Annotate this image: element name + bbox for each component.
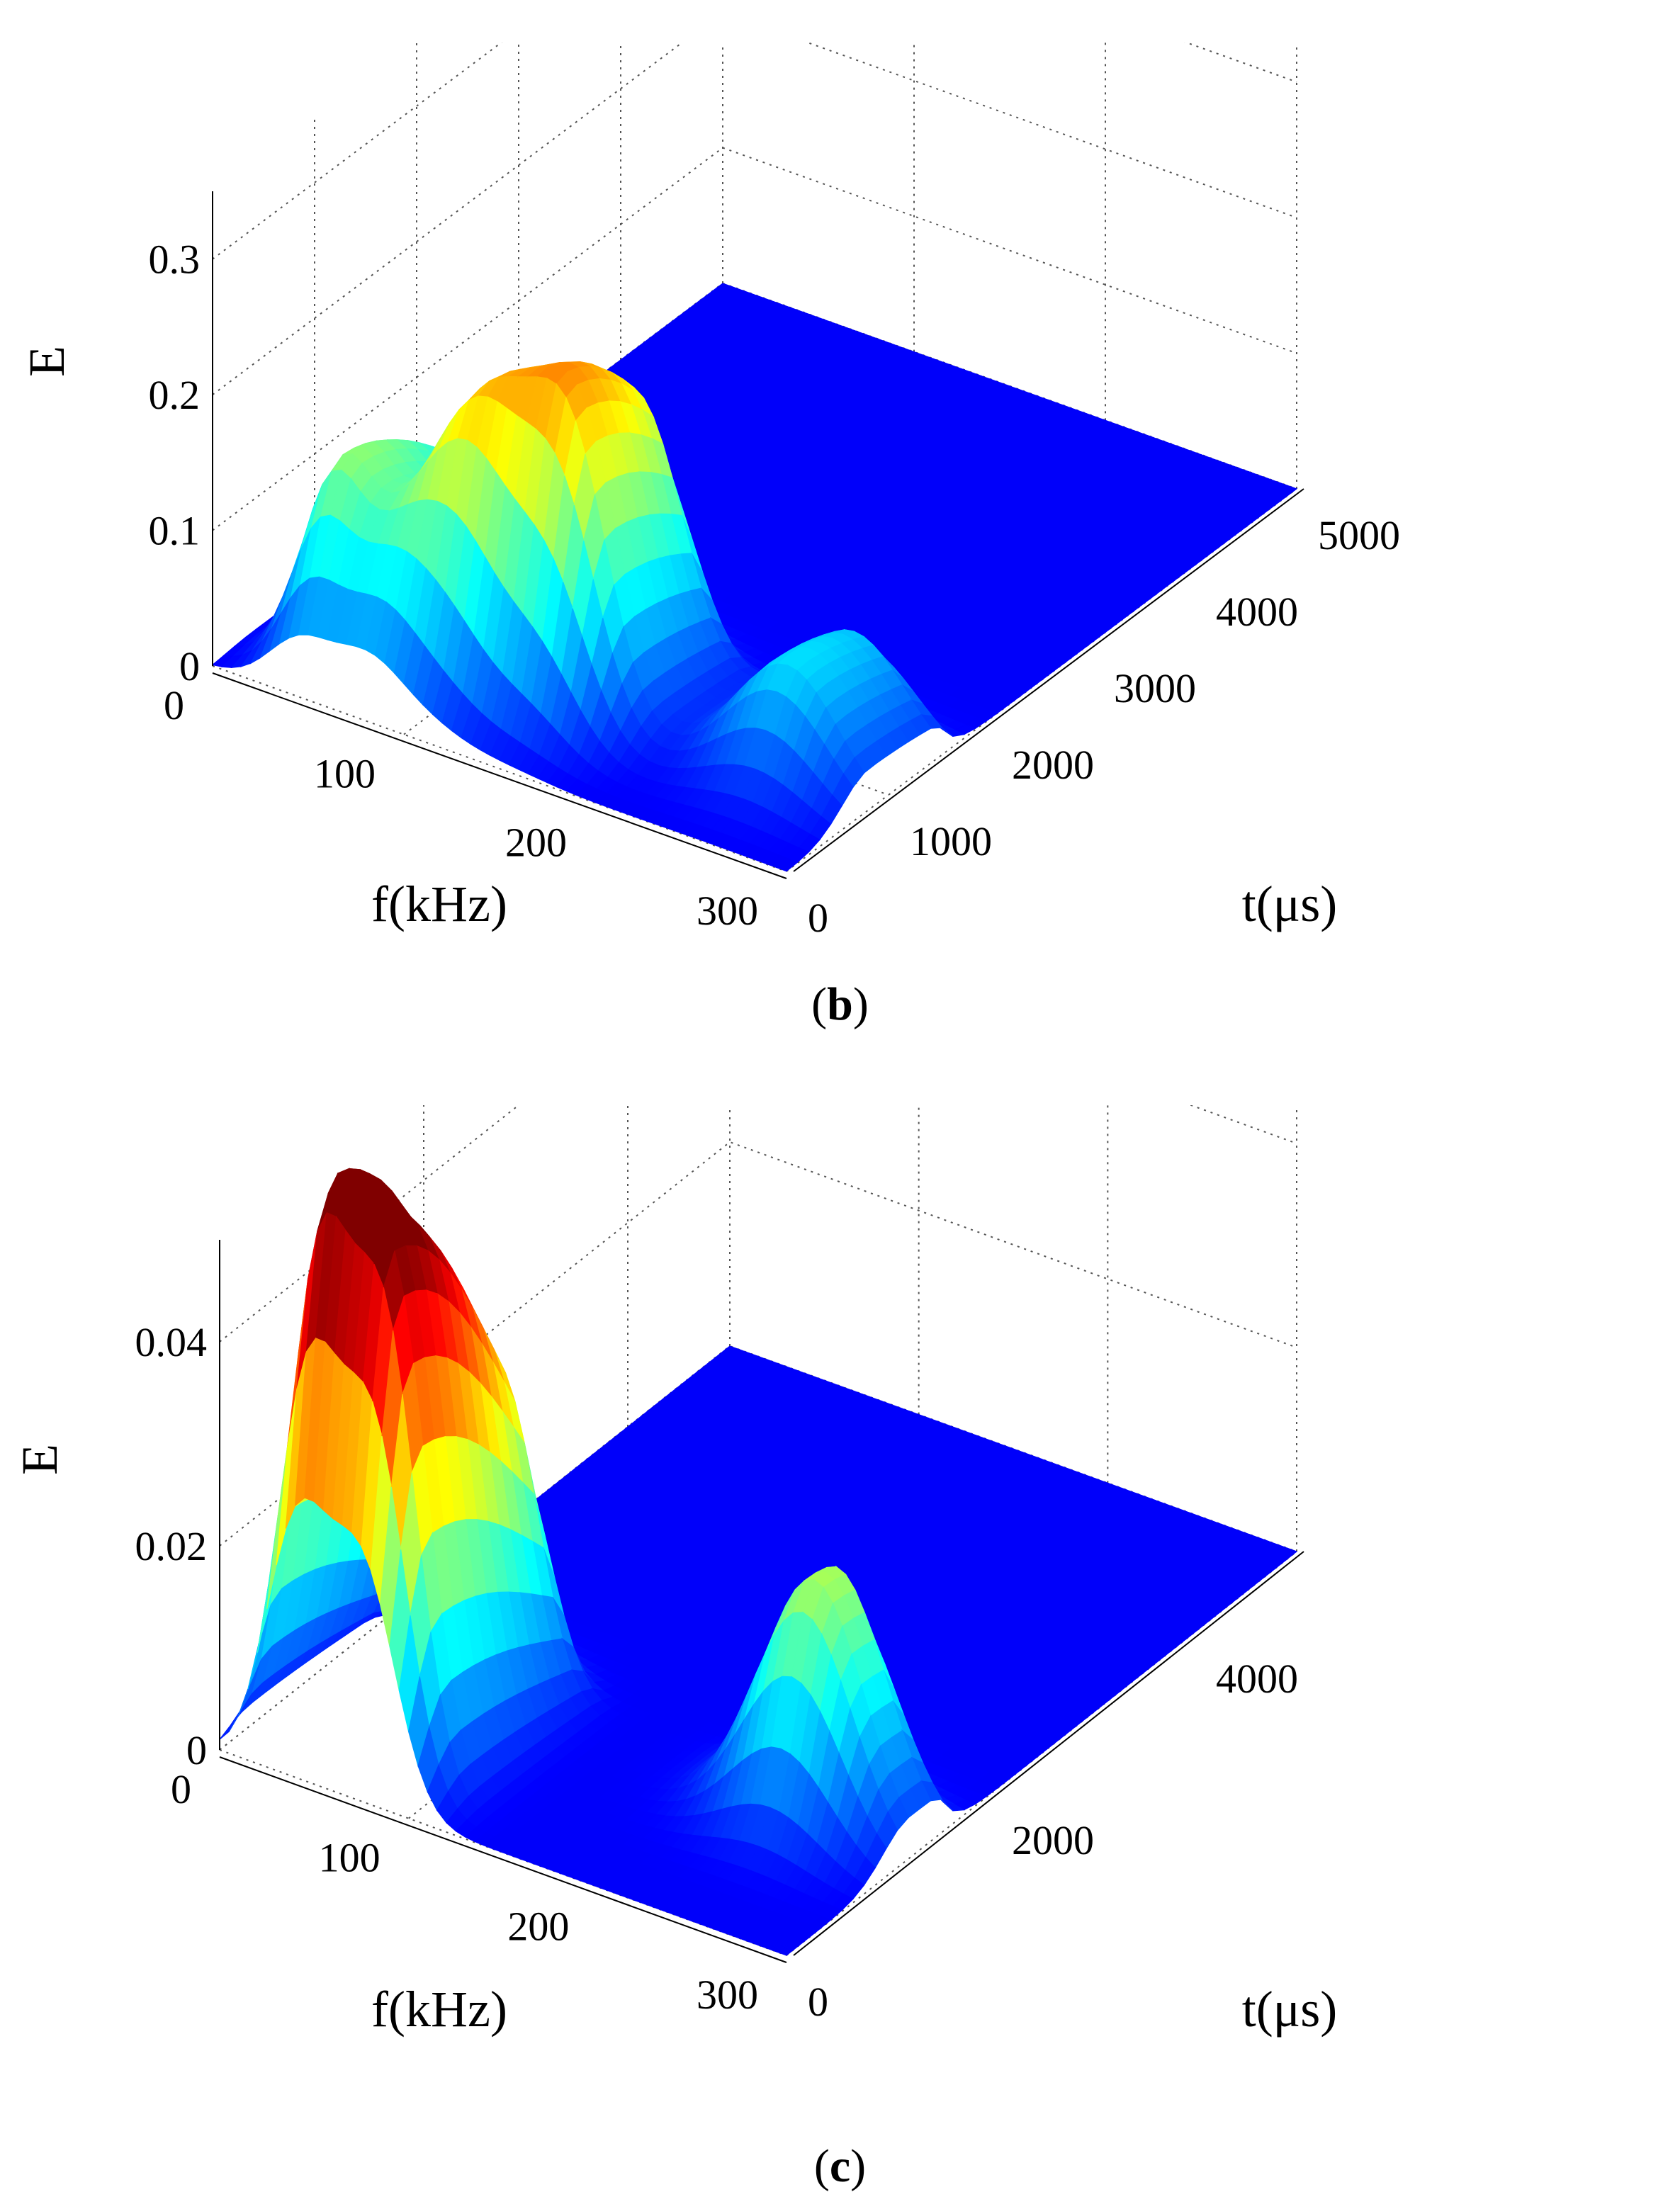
t-tick-label: 5000 <box>1318 512 1400 558</box>
grid-line <box>219 1749 787 1956</box>
surface-cell <box>219 1710 241 1740</box>
z-tick-label: 0 <box>179 643 200 689</box>
grid-line <box>212 43 1297 260</box>
t-axis-label: t(μs) <box>1242 876 1338 932</box>
z-axis-label: E <box>18 346 75 377</box>
surface <box>211 283 1298 872</box>
surface <box>219 1168 1298 1956</box>
f-tick-label: 100 <box>314 751 376 797</box>
t-tick-label: 4000 <box>1216 589 1298 635</box>
f-tick-label: 300 <box>697 888 758 934</box>
z-tick-label: 0.2 <box>149 372 201 418</box>
surface-cell <box>776 858 799 872</box>
z-tick-label: 0.1 <box>149 508 201 554</box>
f-axis-line <box>212 672 787 879</box>
caption-b-close: ) <box>852 978 869 1030</box>
t-tick-label: 1000 <box>910 818 992 864</box>
t-tick-label: 2000 <box>1012 742 1094 788</box>
t-tick-label: 0 <box>808 895 828 941</box>
grid-line <box>212 665 787 872</box>
caption-b-letter: b <box>827 978 853 1030</box>
f-tick-label: 0 <box>164 682 184 728</box>
f-tick-label: 200 <box>505 819 567 865</box>
caption-b-open: ( <box>811 978 828 1030</box>
axes <box>212 191 1304 879</box>
z-tick-label: 0.3 <box>149 237 201 283</box>
chart-panel-b: 0 0.1 0.2 0.3 0 100 200 300 0 1000 2000 3000 4000 500… <box>0 43 1680 1034</box>
t-tick-label: 3000 <box>1114 665 1196 711</box>
grid-line <box>212 43 1297 395</box>
t-axis-line <box>793 488 1304 872</box>
f-axis-label: f(kHz) <box>371 876 507 932</box>
caption-b: (b) <box>0 978 1680 1032</box>
